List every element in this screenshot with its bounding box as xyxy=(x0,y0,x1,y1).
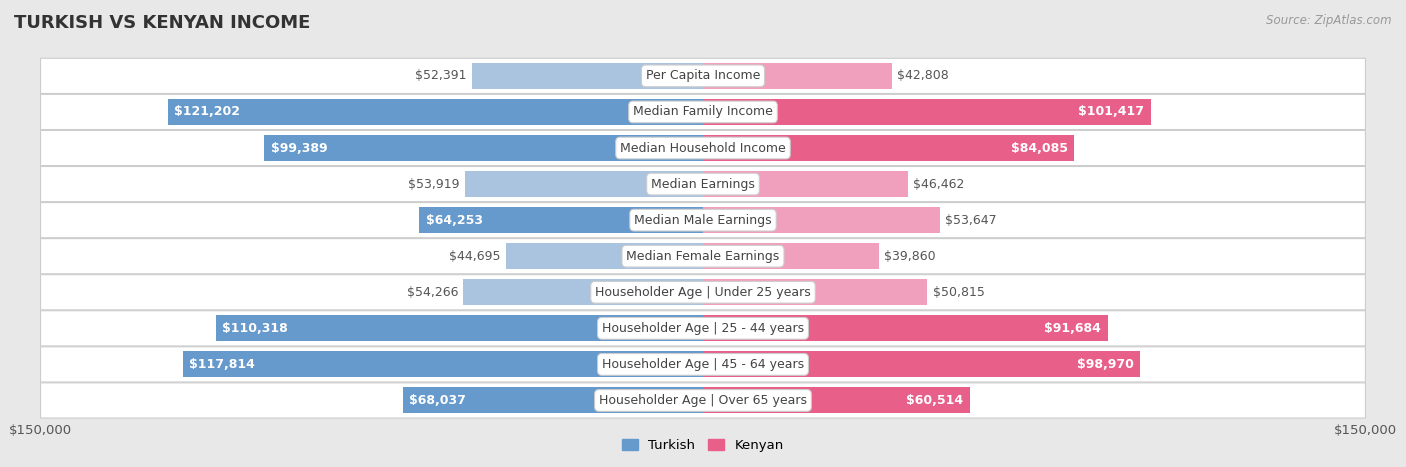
Bar xyxy=(703,171,908,197)
Text: $53,647: $53,647 xyxy=(945,213,997,226)
Text: $53,919: $53,919 xyxy=(408,177,460,191)
Bar xyxy=(465,171,703,197)
Text: $42,808: $42,808 xyxy=(897,70,949,82)
FancyBboxPatch shape xyxy=(41,94,1365,129)
Text: TURKISH VS KENYAN INCOME: TURKISH VS KENYAN INCOME xyxy=(14,14,311,32)
Text: $101,417: $101,417 xyxy=(1078,106,1144,119)
Bar xyxy=(264,135,703,161)
FancyBboxPatch shape xyxy=(41,203,1365,238)
Bar xyxy=(506,243,703,269)
FancyBboxPatch shape xyxy=(41,58,1365,93)
Text: $46,462: $46,462 xyxy=(914,177,965,191)
Text: $50,815: $50,815 xyxy=(932,286,984,299)
Text: Householder Age | 45 - 64 years: Householder Age | 45 - 64 years xyxy=(602,358,804,371)
Text: $54,266: $54,266 xyxy=(406,286,458,299)
Bar xyxy=(215,315,703,341)
Text: $99,389: $99,389 xyxy=(271,142,328,155)
Text: $60,514: $60,514 xyxy=(907,394,963,407)
Text: $68,037: $68,037 xyxy=(409,394,465,407)
Bar xyxy=(402,388,703,413)
Text: $121,202: $121,202 xyxy=(174,106,240,119)
Text: Median Female Earnings: Median Female Earnings xyxy=(627,250,779,263)
Text: Householder Age | Over 65 years: Householder Age | Over 65 years xyxy=(599,394,807,407)
Bar xyxy=(703,135,1074,161)
Text: $52,391: $52,391 xyxy=(415,70,467,82)
Bar xyxy=(464,279,703,305)
Bar xyxy=(419,207,703,233)
Bar xyxy=(167,99,703,125)
Bar xyxy=(471,63,703,89)
FancyBboxPatch shape xyxy=(41,383,1365,418)
Bar xyxy=(703,351,1140,377)
FancyBboxPatch shape xyxy=(41,130,1365,166)
FancyBboxPatch shape xyxy=(41,275,1365,310)
FancyBboxPatch shape xyxy=(41,311,1365,346)
Text: Householder Age | 25 - 44 years: Householder Age | 25 - 44 years xyxy=(602,322,804,335)
Text: $64,253: $64,253 xyxy=(426,213,482,226)
Text: $84,085: $84,085 xyxy=(1011,142,1067,155)
Bar xyxy=(703,63,891,89)
Text: $117,814: $117,814 xyxy=(190,358,256,371)
Text: Householder Age | Under 25 years: Householder Age | Under 25 years xyxy=(595,286,811,299)
Text: Median Household Income: Median Household Income xyxy=(620,142,786,155)
Bar xyxy=(703,315,1108,341)
Text: Median Family Income: Median Family Income xyxy=(633,106,773,119)
Text: $110,318: $110,318 xyxy=(222,322,288,335)
Legend: Turkish, Kenyan: Turkish, Kenyan xyxy=(617,434,789,457)
Text: $44,695: $44,695 xyxy=(449,250,501,263)
Bar xyxy=(183,351,703,377)
FancyBboxPatch shape xyxy=(41,347,1365,382)
Bar xyxy=(703,99,1152,125)
Bar xyxy=(703,279,928,305)
FancyBboxPatch shape xyxy=(41,239,1365,274)
Text: $98,970: $98,970 xyxy=(1077,358,1133,371)
Bar xyxy=(703,207,941,233)
Text: Median Male Earnings: Median Male Earnings xyxy=(634,213,772,226)
Text: Source: ZipAtlas.com: Source: ZipAtlas.com xyxy=(1267,14,1392,27)
Text: $39,860: $39,860 xyxy=(884,250,936,263)
FancyBboxPatch shape xyxy=(41,166,1365,202)
Bar xyxy=(703,388,970,413)
Text: Per Capita Income: Per Capita Income xyxy=(645,70,761,82)
Text: $91,684: $91,684 xyxy=(1045,322,1101,335)
Text: Median Earnings: Median Earnings xyxy=(651,177,755,191)
Bar xyxy=(703,243,879,269)
